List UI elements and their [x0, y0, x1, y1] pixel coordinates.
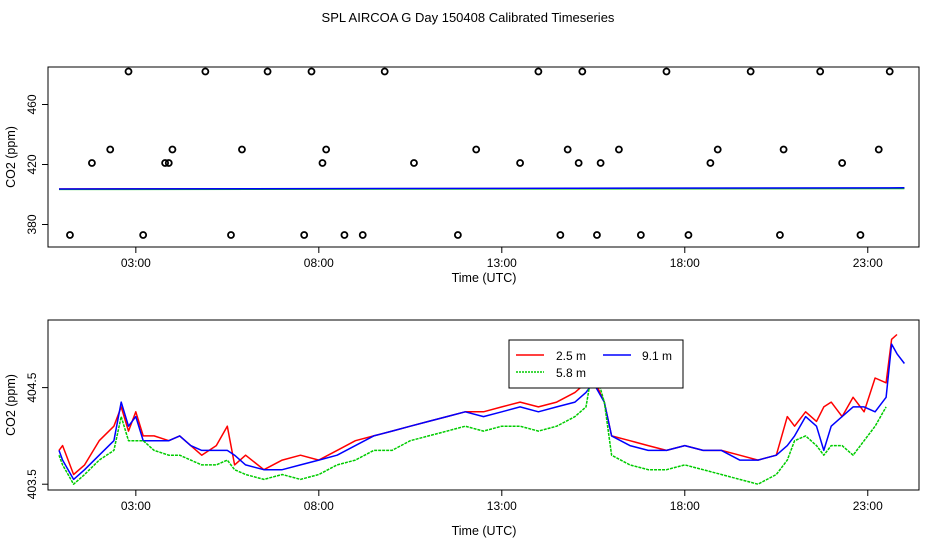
- top-y-tick-label-1: 420: [25, 154, 39, 174]
- bottom-panel: 03:00 08:00 13:00 18:00 23:00 403.5 404.5 Tim…: [4, 319, 920, 538]
- legend-label-9-1m: 9.1 m: [642, 349, 672, 363]
- bottom-x-tick-label-4: 23:00: [853, 499, 883, 513]
- top-x-tick-label-1: 08:00: [304, 256, 334, 270]
- top-flag-point-16: [340, 231, 349, 239]
- top-flag-point-33: [684, 231, 693, 239]
- top-flag-point-8: [201, 67, 210, 76]
- bottom-y-axis-label: CO2 (ppm): [4, 374, 18, 436]
- top-flag-point-21: [472, 145, 481, 154]
- top-flag-point-18: [380, 67, 389, 76]
- top-flag-point-7: [168, 145, 177, 154]
- bottom-y-tick-label-1: 404.5: [25, 372, 39, 402]
- top-flag-point-41: [856, 231, 865, 239]
- top-flag-point-23: [534, 67, 543, 76]
- legend-label-2-5m: 2.5 m: [556, 349, 586, 363]
- top-flag-point-39: [816, 67, 825, 76]
- top-x-tick-label-0: 03:00: [121, 256, 151, 270]
- top-series: [58, 67, 905, 239]
- top-flag-point-12: [300, 231, 309, 239]
- top-flag-point-5: [161, 159, 170, 167]
- bottom-y-axis: 403.5 404.5: [25, 372, 48, 499]
- top-flag-point-38: [779, 145, 788, 154]
- top-flag-point-43: [885, 67, 894, 76]
- top-flag-point-31: [636, 231, 645, 239]
- figure-title: SPL AIRCOA G Day 150408 Calibrated Times…: [322, 10, 615, 25]
- top-flag-point-32: [662, 67, 671, 76]
- top-y-tick-label-2: 460: [25, 94, 39, 114]
- top-plot-frame: [47, 66, 920, 248]
- top-flag-point-30: [615, 145, 623, 154]
- bottom-series-line-5-8-m: [58, 362, 887, 485]
- top-flag-point-37: [776, 231, 784, 239]
- top-flag-point-10: [238, 145, 246, 154]
- top-flag-point-1: [88, 159, 96, 167]
- top-y-axis-label: CO2 (ppm): [4, 126, 18, 188]
- top-flag-point-27: [578, 67, 587, 76]
- top-flag-point-9: [227, 231, 235, 239]
- top-flag-point-40: [838, 159, 847, 167]
- top-flag-point-28: [593, 231, 601, 239]
- top-x-axis: 03:00 08:00 13:00 18:00 23:00: [121, 247, 883, 270]
- bottom-x-tick-label-2: 13:00: [487, 499, 517, 513]
- top-flag-point-2: [106, 145, 115, 154]
- top-flag-point-19: [410, 159, 418, 167]
- top-flag-point-15: [322, 145, 331, 154]
- legend: 2.5 m 9.1 m 5.8 m: [508, 339, 684, 389]
- top-x-axis-label: Time (UTC): [452, 271, 517, 285]
- bottom-x-tick-label-1: 08:00: [304, 499, 334, 513]
- top-flag-point-36: [746, 67, 755, 76]
- top-flag-point-0: [66, 231, 74, 239]
- legend-label-5-8m: 5.8 m: [556, 366, 586, 380]
- top-y-axis: 380 420 460: [25, 94, 48, 235]
- bottom-x-tick-label-0: 03:00: [121, 499, 151, 513]
- top-flag-point-14: [318, 159, 327, 167]
- top-flag-point-13: [307, 67, 316, 76]
- top-flag-point-35: [713, 145, 722, 154]
- bottom-plot-frame: [47, 319, 920, 491]
- top-flag-point-3: [124, 67, 133, 76]
- top-flag-point-26: [574, 159, 583, 167]
- bottom-series: [58, 333, 905, 485]
- top-panel: 03:00 08:00 13:00 18:00 23:00 380 420 460 Time…: [4, 66, 920, 285]
- bottom-series-line-2-5-m: [58, 333, 898, 476]
- bottom-x-tick-label-3: 18:00: [670, 499, 700, 513]
- bottom-x-axis: 03:00 08:00 13:00 18:00 23:00: [121, 490, 883, 513]
- top-flag-point-6: [164, 159, 173, 167]
- bottom-series-line-9-1-m: [58, 343, 905, 481]
- top-flag-point-25: [563, 145, 572, 154]
- top-flag-point-34: [706, 159, 715, 167]
- bottom-y-tick-label-0: 403.5: [25, 469, 39, 499]
- top-x-tick-label-2: 13:00: [487, 256, 517, 270]
- top-flag-point-42: [874, 145, 883, 154]
- top-x-tick-label-4: 23:00: [853, 256, 883, 270]
- bottom-x-axis-label: Time (UTC): [452, 524, 517, 538]
- top-series-line-9-1-m: [58, 187, 905, 190]
- top-flag-point-4: [139, 231, 148, 239]
- top-flag-point-24: [556, 231, 565, 239]
- top-x-tick-label-3: 18:00: [670, 256, 700, 270]
- legend-box: [508, 339, 684, 389]
- top-flag-point-17: [358, 231, 367, 239]
- top-flag-point-11: [263, 67, 272, 76]
- top-flag-point-22: [516, 159, 524, 167]
- top-y-tick-label-0: 380: [25, 214, 39, 234]
- top-flag-point-29: [596, 159, 605, 167]
- top-flag-point-20: [453, 231, 462, 239]
